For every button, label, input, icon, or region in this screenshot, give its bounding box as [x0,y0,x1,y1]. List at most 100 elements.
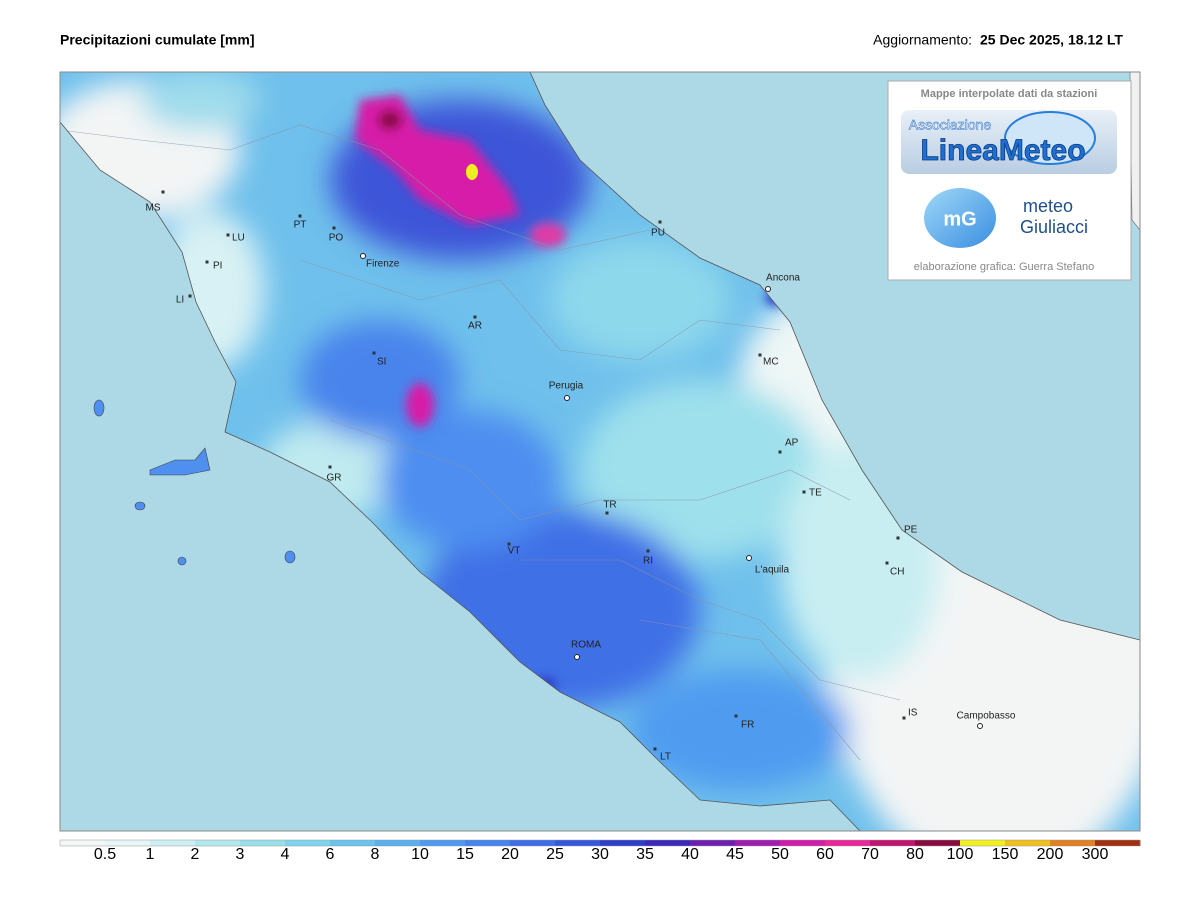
legend-swatch [690,840,736,846]
legend-label: 50 [771,846,789,863]
place-label: LU [232,233,245,244]
legend-label: 80 [906,846,924,863]
place-label: AP [785,438,799,449]
brand-bottom: Giuliacci [1020,217,1088,237]
legend-label: 40 [681,846,699,863]
legend-swatch [195,840,241,846]
legend-label: 100 [947,846,974,863]
places: MS LU PI LI PT PO Firenze AR SI GR Perugia PU Ancona… [146,190,1016,763]
place-label: LT [660,752,671,763]
legend-swatch [1050,840,1096,846]
city-marker [564,395,570,401]
place-label: PO [329,233,344,244]
legend-swatch [375,840,421,846]
legend-swatch [870,840,916,846]
legend-swatch [915,840,961,846]
town-marker [896,536,900,540]
town-marker [802,490,806,494]
place-label: PU [651,228,665,239]
place-label: ROMA [571,640,601,651]
logo-cloud [1004,111,1096,165]
place-label: TR [603,500,616,511]
town-marker [473,315,477,319]
town-marker [298,214,302,218]
legend-label: 6 [326,846,335,863]
badge: mG [943,208,976,230]
town-marker [332,226,336,230]
place-label: SI [377,357,386,368]
place-label: VT [508,546,521,557]
legend-swatch [600,840,646,846]
legend-label: 30 [591,846,609,863]
legend-label: 200 [1037,846,1064,863]
legend-label: 20 [501,846,519,863]
legend-swatch [735,840,781,846]
place-label: CH [890,567,904,578]
town-marker [161,190,165,194]
city-marker [574,654,580,660]
place-label: PI [213,261,222,272]
town-marker [778,450,782,454]
place-label: Firenze [366,259,400,270]
city-marker [765,286,771,292]
place-label: GR [327,473,342,484]
legend-swatch [645,840,691,846]
logo-small: Associazione [909,117,992,133]
place-label: MS [146,203,161,214]
town-marker [646,549,650,553]
place-label: LI [176,295,184,306]
legend-label: 4 [281,846,290,863]
legend-label: 10 [411,846,429,863]
place-label: IS [908,708,918,719]
legend-frame [59,839,1141,847]
place-label: Ancona [766,273,800,284]
legend-swatch [285,840,331,846]
town-marker [885,561,889,565]
credits-footer: elaborazione grafica: Guerra Stefano [914,261,1094,273]
legend-swatch [825,840,871,846]
credits-box: Mappe interpolate dati da stazioni Assoc… [887,80,1132,281]
legend-label: 8 [371,846,380,863]
legend-label: 45 [726,846,744,863]
place-label: PT [294,220,307,231]
legend-label: 35 [636,846,654,863]
legend-swatch [960,840,1006,846]
legend-swatch [555,840,601,846]
logo-main: LineaMeteo [920,134,1085,167]
legend-swatch [420,840,466,846]
legend-swatch [150,840,196,846]
city-marker [360,253,366,259]
update-value: 25 Dec 2025, 18.12 LT [980,32,1123,48]
town-marker [507,542,511,546]
city-marker [977,723,983,729]
legend-swatch [1095,840,1141,846]
legend-label: 3 [236,846,245,863]
place-label: L'aquila [755,565,790,576]
place-label: Campobasso [957,711,1016,722]
legend-swatch [60,840,106,846]
island [134,501,146,511]
legend-swatch [1005,840,1051,846]
legend-label: 70 [861,846,879,863]
island [149,447,211,476]
town-marker [605,511,609,515]
credits-heading: Mappe interpolate dati da stazioni [921,88,1098,100]
legend-swatch [105,840,151,846]
town-marker [188,294,192,298]
map-frame [59,71,1141,832]
town-marker [226,233,230,237]
town-marker [372,351,376,355]
legend-label: 15 [456,846,474,863]
town-marker [328,465,332,469]
town-marker [902,716,906,720]
legend-label: 150 [992,846,1019,863]
place-label: PE [904,525,918,536]
legend-swatch [510,840,556,846]
town-marker [658,220,662,224]
legend-label: 25 [546,846,564,863]
legend-label: 60 [816,846,834,863]
place-label: TE [809,488,822,499]
island [177,556,187,566]
place-label: FR [741,720,754,731]
